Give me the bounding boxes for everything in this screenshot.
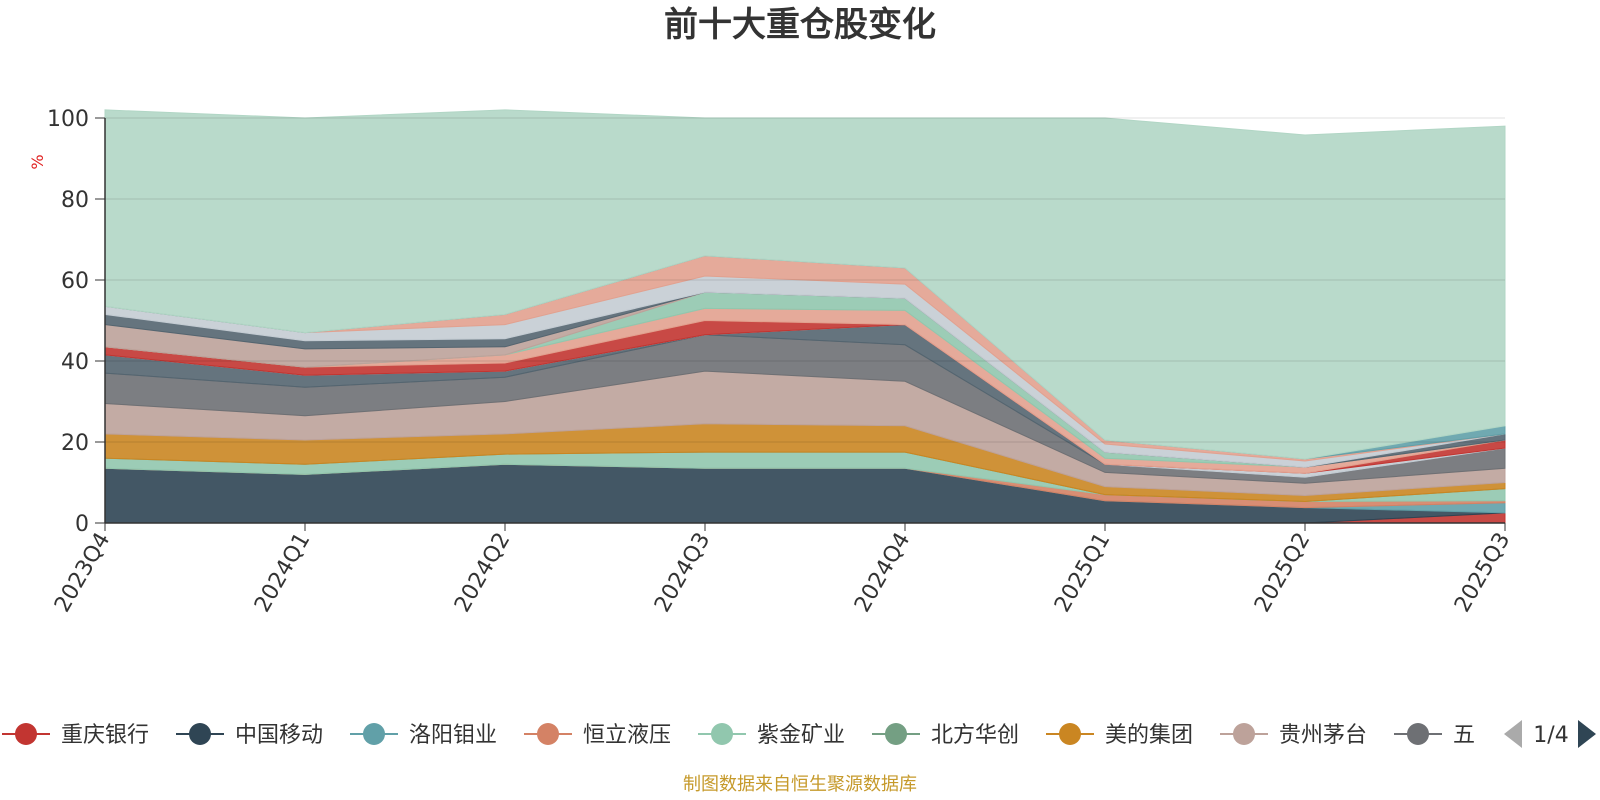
legend-item[interactable]: 紫金矿业 xyxy=(698,723,845,748)
legend-circle-icon xyxy=(15,723,37,745)
legend-circle-icon xyxy=(363,723,385,745)
legend-label: 紫金矿业 xyxy=(757,723,845,748)
legend-label: 重庆银行 xyxy=(61,723,149,748)
grid-lines xyxy=(105,117,1505,443)
legend-circle-icon xyxy=(537,723,559,745)
legend-item[interactable]: 洛阳钼业 xyxy=(350,723,497,748)
x-tick-label: 2025Q1 xyxy=(1050,529,1115,617)
legend-item[interactable]: 五 xyxy=(1394,723,1475,748)
legend-label: 中国移动 xyxy=(235,723,323,748)
x-tick-label: 2024Q4 xyxy=(850,529,915,617)
y-tick-label: 80 xyxy=(61,188,89,213)
source-note: 制图数据来自恒生聚源数据库 xyxy=(683,774,917,795)
y-tick-label: 20 xyxy=(61,431,89,456)
legend-label: 北方华创 xyxy=(931,723,1019,748)
legend-circle-icon xyxy=(711,723,733,745)
legend-circle-icon xyxy=(1407,723,1429,745)
legend-item[interactable]: 中国移动 xyxy=(176,723,323,748)
area-series-19[interactable] xyxy=(104,109,1506,460)
x-tick-label: 2023Q4 xyxy=(50,529,115,617)
legend-circle-icon xyxy=(885,723,907,745)
legend-page-indicator: 1/4 xyxy=(1533,723,1568,748)
y-axis-unit: % xyxy=(28,154,47,169)
x-tick-label: 2024Q3 xyxy=(650,529,715,617)
legend-next-page-icon[interactable] xyxy=(1578,720,1596,748)
x-tick-label: 2024Q2 xyxy=(450,529,515,617)
legend-label: 洛阳钼业 xyxy=(409,723,497,748)
x-tick-label: 2025Q2 xyxy=(1250,529,1315,617)
legend-label: 美的集团 xyxy=(1105,723,1193,748)
y-tick-label: 40 xyxy=(61,350,89,375)
legend-label: 五 xyxy=(1453,723,1475,748)
legend-item[interactable]: 重庆银行 xyxy=(2,723,149,748)
chart-title: 前十大重仓股变化 xyxy=(664,5,936,45)
x-tick-label: 2024Q1 xyxy=(250,529,315,617)
y-tick-label: 0 xyxy=(75,512,89,537)
x-tick-label: 2025Q3 xyxy=(1450,529,1515,617)
legend-item[interactable]: 贵州茅台 xyxy=(1220,723,1367,748)
legend-item[interactable]: 恒立液压 xyxy=(524,723,671,748)
y-tick-label: 100 xyxy=(47,107,89,132)
legend-prev-page-icon[interactable] xyxy=(1504,720,1522,748)
legend-item[interactable]: 美的集团 xyxy=(1046,723,1193,748)
legend-label: 贵州茅台 xyxy=(1279,723,1367,748)
legend-circle-icon xyxy=(189,723,211,745)
area-series-group xyxy=(104,109,1506,524)
legend-circle-icon xyxy=(1059,723,1081,745)
legend-label: 恒立液压 xyxy=(583,723,671,748)
legend-item[interactable]: 北方华创 xyxy=(872,723,1019,748)
legend: 重庆银行 中国移动 洛阳钼业 恒立液压 紫金矿业 北方华创 美的集团 贵州茅台 五 1/4 xyxy=(2,712,1600,756)
y-tick-label: 60 xyxy=(61,269,89,294)
legend-circle-icon xyxy=(1233,723,1255,745)
